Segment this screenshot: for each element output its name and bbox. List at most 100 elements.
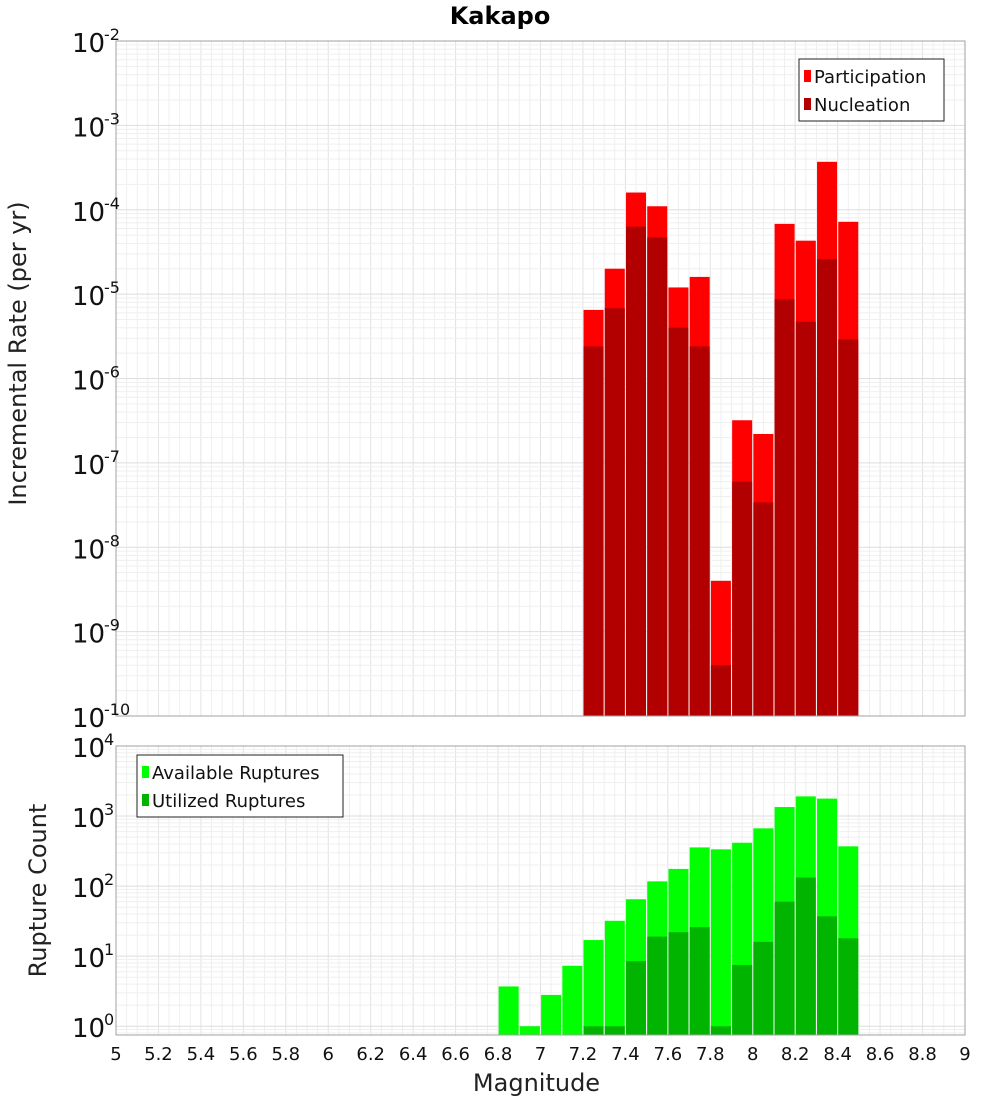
rate-y-axis-label: Incremental Rate (per yr) (4, 201, 32, 505)
available-ruptures-bar (710, 849, 731, 1035)
y-tick-label: 10 (72, 704, 105, 734)
rate-y-ticks: 10-210-310-410-510-610-710-810-910-10 (72, 25, 130, 734)
utilized-ruptures-legend-swatch (142, 794, 149, 806)
y-tick-exponent: 0 (104, 1010, 114, 1029)
x-tick-label: 7.2 (569, 1044, 598, 1065)
y-tick-label: 10 (72, 535, 105, 565)
y-tick-label: 10 (72, 944, 105, 974)
rate-grid (115, 41, 966, 717)
utilized-ruptures-bar (647, 936, 668, 1035)
available-ruptures-bar (604, 920, 625, 1035)
y-tick-exponent: -7 (104, 447, 120, 466)
available-ruptures-legend-swatch (142, 766, 149, 778)
available-ruptures-bar (562, 965, 583, 1035)
x-tick-label: 8 (747, 1044, 758, 1065)
x-axis-label: Magnitude (473, 1069, 600, 1097)
x-tick-label: 5.2 (144, 1044, 173, 1065)
x-tick-label: 6.6 (441, 1044, 470, 1065)
x-tick-label: 8.2 (781, 1044, 810, 1065)
nucleation-bar (583, 346, 604, 716)
available-ruptures-bar (498, 986, 519, 1035)
y-tick-label: 10 (72, 29, 105, 59)
rate-plot-frame (115, 40, 966, 717)
nucleation-bar (817, 259, 838, 716)
x-tick-label: 6.2 (356, 1044, 385, 1065)
x-tick-label: 6 (323, 1044, 334, 1065)
x-tick-label: 7 (535, 1044, 546, 1065)
nucleation-bar (689, 346, 710, 716)
participation-legend-label: Participation (814, 67, 926, 88)
utilized-ruptures-bar (583, 1026, 604, 1035)
count-plot-frame (115, 745, 966, 1036)
x-tick-label: 6.8 (484, 1044, 513, 1065)
utilized-ruptures-bar (795, 877, 816, 1035)
y-tick-exponent: -5 (104, 278, 120, 297)
nucleation-bar (668, 327, 689, 716)
x-tick-label: 7.4 (611, 1044, 640, 1065)
utilized-ruptures-bar (753, 941, 774, 1035)
utilized-ruptures-bar (817, 916, 838, 1035)
y-tick-exponent: -10 (104, 700, 130, 719)
utilized-ruptures-bar (732, 964, 753, 1035)
nucleation-bar (774, 299, 795, 716)
legend-box (136, 754, 344, 818)
nucleation-bar (710, 665, 731, 716)
y-tick-label: 10 (72, 282, 105, 312)
chart-title: Kakapo (450, 2, 551, 30)
x-tick-label: 5.8 (271, 1044, 300, 1065)
utilized-ruptures-bar (838, 938, 859, 1035)
x-tick-label: 5 (110, 1044, 121, 1065)
x-tick-label: 7.6 (654, 1044, 683, 1065)
y-tick-exponent: 3 (104, 800, 114, 819)
y-tick-exponent: 1 (104, 940, 114, 959)
y-tick-label: 10 (72, 874, 105, 904)
y-tick-exponent: -6 (104, 363, 120, 382)
x-tick-label: 5.4 (187, 1044, 216, 1065)
y-tick-exponent: -9 (104, 616, 120, 635)
utilized-ruptures-legend-label: Utilized Ruptures (152, 791, 305, 812)
count-y-axis-label: Rupture Count (24, 804, 52, 978)
rate-bars (583, 161, 859, 717)
participation-legend-swatch (804, 70, 811, 82)
x-tick-label: 6.4 (399, 1044, 428, 1065)
x-ticks: 5 5.2 5.4 5.6 5.8 6 6.2 6.4 6.6 6.8 7 7.2 7.4 7.6 7.8 8… (110, 1044, 970, 1065)
y-tick-label: 10 (72, 620, 105, 650)
y-tick-label: 10 (72, 113, 105, 143)
y-tick-label: 10 (72, 1014, 105, 1044)
available-ruptures-legend-label: Available Ruptures (152, 763, 320, 784)
utilized-ruptures-bar (604, 1026, 625, 1035)
y-tick-exponent: -2 (104, 25, 120, 44)
y-tick-label: 10 (72, 367, 105, 397)
utilized-ruptures-bar (626, 961, 647, 1035)
y-tick-exponent: -4 (104, 194, 120, 213)
y-tick-exponent: 2 (104, 870, 114, 889)
nucleation-bar (626, 226, 647, 716)
nucleation-bar (604, 308, 625, 716)
x-tick-label: 9 (959, 1044, 970, 1065)
utilized-ruptures-bar (668, 932, 689, 1035)
y-tick-exponent: -3 (104, 109, 120, 128)
nucleation-legend-label: Nucleation (814, 95, 910, 116)
nucleation-bar (732, 481, 753, 716)
x-tick-label: 7.8 (696, 1044, 725, 1065)
utilized-ruptures-bar (710, 1026, 731, 1035)
x-tick-label: 8.8 (908, 1044, 937, 1065)
y-tick-label: 10 (72, 734, 105, 764)
nucleation-bar (647, 237, 668, 716)
nucleation-bar (838, 339, 859, 716)
y-tick-exponent: 4 (104, 730, 114, 749)
nucleation-bar (753, 502, 774, 716)
y-tick-exponent: -8 (104, 531, 120, 550)
x-tick-label: 5.6 (229, 1044, 258, 1065)
x-tick-label: 8.6 (866, 1044, 895, 1065)
rate-panel: 10-210-310-410-510-610-710-810-910-10 In… (4, 25, 966, 734)
nucleation-bar (795, 321, 816, 716)
y-tick-label: 10 (72, 451, 105, 481)
legend-box (798, 58, 945, 122)
y-tick-label: 10 (72, 198, 105, 228)
available-ruptures-bar (541, 994, 562, 1035)
available-ruptures-bar (583, 940, 604, 1035)
